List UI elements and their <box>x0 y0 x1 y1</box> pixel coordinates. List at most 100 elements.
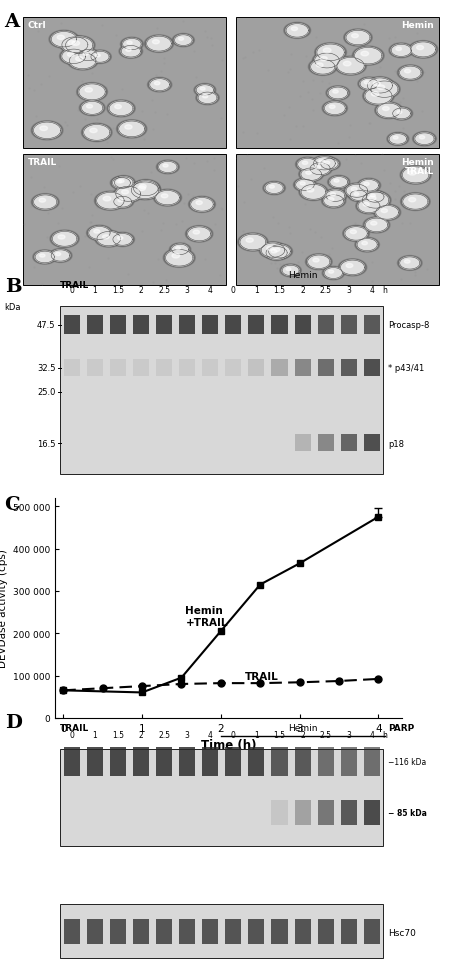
Polygon shape <box>320 159 339 170</box>
Polygon shape <box>51 250 70 262</box>
Bar <box>272 800 287 825</box>
Text: TRAIL: TRAIL <box>60 723 89 732</box>
Polygon shape <box>157 161 178 174</box>
Polygon shape <box>322 102 347 117</box>
Polygon shape <box>190 198 214 212</box>
Bar <box>156 747 172 777</box>
Text: Procasp-8: Procasp-8 <box>388 321 430 330</box>
Polygon shape <box>119 181 124 184</box>
Polygon shape <box>401 193 430 211</box>
Polygon shape <box>408 171 416 176</box>
Polygon shape <box>402 168 429 184</box>
Polygon shape <box>358 200 380 214</box>
Polygon shape <box>318 158 340 171</box>
Polygon shape <box>282 266 299 276</box>
Polygon shape <box>333 91 338 94</box>
Polygon shape <box>131 183 159 199</box>
Polygon shape <box>156 191 179 205</box>
Polygon shape <box>371 82 398 99</box>
Polygon shape <box>144 36 174 54</box>
Polygon shape <box>297 159 318 171</box>
Polygon shape <box>259 242 287 259</box>
Polygon shape <box>399 257 420 270</box>
Polygon shape <box>322 194 346 209</box>
Bar <box>295 800 310 825</box>
Polygon shape <box>83 53 88 57</box>
Polygon shape <box>51 232 78 248</box>
Polygon shape <box>90 52 110 64</box>
Bar <box>272 747 287 777</box>
Polygon shape <box>292 27 298 31</box>
Polygon shape <box>308 256 330 270</box>
Polygon shape <box>330 178 348 189</box>
Bar <box>295 360 310 377</box>
Text: 1: 1 <box>254 731 259 740</box>
Polygon shape <box>138 187 146 191</box>
Polygon shape <box>118 122 145 138</box>
Polygon shape <box>185 227 213 243</box>
Polygon shape <box>371 93 379 97</box>
Polygon shape <box>97 232 121 247</box>
Polygon shape <box>164 249 195 268</box>
Polygon shape <box>122 39 142 51</box>
Bar <box>364 316 380 335</box>
Bar <box>64 316 80 335</box>
Polygon shape <box>314 157 335 171</box>
Polygon shape <box>310 61 335 75</box>
Bar <box>341 747 357 777</box>
Polygon shape <box>371 194 376 197</box>
Polygon shape <box>196 86 213 96</box>
Text: 1: 1 <box>254 286 259 295</box>
Polygon shape <box>35 252 55 264</box>
Text: 4: 4 <box>370 731 374 740</box>
Polygon shape <box>52 232 77 247</box>
Polygon shape <box>334 57 366 76</box>
Polygon shape <box>77 83 108 102</box>
Polygon shape <box>265 184 283 194</box>
Text: 4: 4 <box>208 286 213 295</box>
Polygon shape <box>155 191 180 206</box>
Polygon shape <box>69 54 96 69</box>
Y-axis label: DEVDase activity (cps): DEVDase activity (cps) <box>0 549 8 667</box>
Text: TRAIL: TRAIL <box>244 671 278 681</box>
Polygon shape <box>163 249 195 268</box>
Polygon shape <box>354 48 382 64</box>
Polygon shape <box>286 24 309 38</box>
Polygon shape <box>413 132 437 147</box>
Polygon shape <box>173 35 194 47</box>
Polygon shape <box>313 157 336 171</box>
Polygon shape <box>346 31 370 46</box>
Polygon shape <box>113 196 132 208</box>
Polygon shape <box>139 185 146 190</box>
Polygon shape <box>417 46 424 51</box>
Polygon shape <box>62 38 88 54</box>
Polygon shape <box>323 195 344 208</box>
Polygon shape <box>174 35 193 47</box>
Polygon shape <box>122 191 128 194</box>
Polygon shape <box>353 48 383 65</box>
Bar <box>236 19 439 149</box>
Polygon shape <box>156 161 179 175</box>
Polygon shape <box>267 247 274 251</box>
Text: 25.0: 25.0 <box>37 388 55 397</box>
Polygon shape <box>323 49 331 54</box>
Polygon shape <box>79 51 97 62</box>
Polygon shape <box>321 159 338 170</box>
Polygon shape <box>373 205 401 222</box>
Polygon shape <box>240 234 266 250</box>
Polygon shape <box>344 227 369 241</box>
Polygon shape <box>195 85 215 97</box>
Bar <box>318 360 334 377</box>
Polygon shape <box>375 206 399 220</box>
Polygon shape <box>109 102 133 116</box>
Text: 2.5: 2.5 <box>320 286 332 295</box>
Polygon shape <box>194 84 216 98</box>
Polygon shape <box>312 157 337 172</box>
Polygon shape <box>344 184 370 199</box>
Bar <box>272 919 287 944</box>
Polygon shape <box>350 231 356 234</box>
Polygon shape <box>350 191 367 201</box>
Polygon shape <box>403 194 428 210</box>
Polygon shape <box>343 226 370 242</box>
Polygon shape <box>376 206 399 220</box>
